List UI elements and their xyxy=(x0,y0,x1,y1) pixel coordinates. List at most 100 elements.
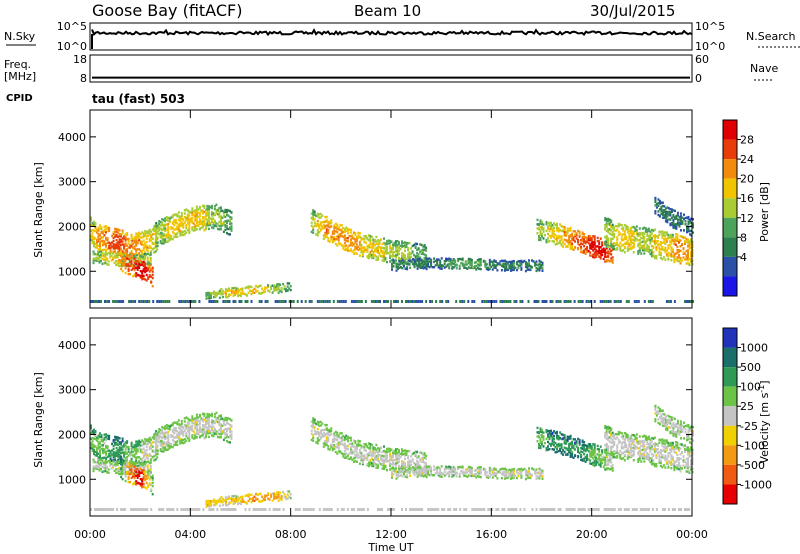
echo-mark xyxy=(205,500,208,503)
echo-mark xyxy=(129,272,132,276)
echo-mark xyxy=(103,456,106,459)
echo-mark xyxy=(151,441,154,444)
echo-mark xyxy=(644,247,647,250)
echo-mark xyxy=(118,245,121,248)
echo-mark xyxy=(230,225,233,228)
echo-mark xyxy=(120,252,123,255)
echo-mark xyxy=(164,446,167,449)
echo-mark xyxy=(416,456,419,460)
echo-mark xyxy=(339,235,342,238)
echo-mark xyxy=(161,240,164,243)
echo-mark xyxy=(151,273,154,276)
echo-mark xyxy=(115,443,118,446)
echo-mark xyxy=(142,255,145,259)
echo-mark xyxy=(352,231,355,234)
echo-mark xyxy=(360,444,363,448)
echo-mark xyxy=(100,300,102,303)
echo-mark xyxy=(439,300,442,303)
echo-mark xyxy=(369,246,372,249)
echo-mark xyxy=(109,450,112,453)
echo-mark xyxy=(226,288,229,291)
echo-mark xyxy=(520,263,523,266)
echo-mark xyxy=(538,262,541,265)
echo-mark xyxy=(99,246,101,249)
echo-mark xyxy=(96,243,98,246)
echo-mark xyxy=(158,226,161,229)
echo-mark xyxy=(142,268,145,271)
echo-mark xyxy=(148,441,151,444)
echo-mark xyxy=(560,225,563,228)
echo-mark xyxy=(218,220,221,224)
echo-mark xyxy=(655,235,658,238)
echo-mark xyxy=(667,254,670,257)
echo-mark xyxy=(313,421,316,425)
echo-mark xyxy=(655,202,658,206)
echo-mark xyxy=(135,452,138,455)
echo-mark xyxy=(473,261,476,264)
echo-mark xyxy=(252,291,254,294)
echo-mark xyxy=(657,204,660,208)
echo-mark xyxy=(571,242,574,245)
echo-mark xyxy=(97,464,99,468)
echo-mark xyxy=(114,435,117,439)
echo-mark xyxy=(434,264,437,267)
echo-mark xyxy=(214,291,217,294)
echo-mark xyxy=(650,232,653,235)
echo-mark xyxy=(185,424,188,427)
echo-mark xyxy=(177,419,180,422)
echo-mark xyxy=(141,276,144,279)
echo-mark xyxy=(91,443,94,446)
echo-mark xyxy=(640,236,643,240)
echo-mark xyxy=(116,260,119,263)
echo-mark xyxy=(687,223,690,226)
echo-mark xyxy=(280,495,283,498)
echo-mark xyxy=(237,287,239,291)
echo-mark xyxy=(138,231,141,234)
echo-mark xyxy=(106,229,109,232)
echo-mark xyxy=(280,496,283,499)
echo-mark xyxy=(247,499,250,503)
echo-mark xyxy=(253,287,256,290)
echo-mark xyxy=(112,454,115,457)
echo-mark xyxy=(423,256,426,260)
echo-mark xyxy=(583,249,586,252)
echo-mark xyxy=(676,221,679,224)
echo-mark xyxy=(105,435,107,439)
echo-mark xyxy=(336,237,339,241)
echo-mark xyxy=(102,243,104,247)
echo-mark xyxy=(325,423,328,427)
echo-mark xyxy=(369,454,372,457)
echo-mark xyxy=(186,215,189,218)
echo-mark xyxy=(210,220,213,224)
echo-mark xyxy=(680,220,682,223)
echo-mark xyxy=(208,501,211,504)
echo-mark xyxy=(195,436,198,439)
echo-mark xyxy=(446,258,449,261)
nave-tick-low: 0 xyxy=(695,72,702,85)
echo-mark xyxy=(375,463,378,466)
echo-mark xyxy=(139,467,142,470)
echo-mark xyxy=(126,237,129,241)
echo-mark xyxy=(647,247,650,251)
echo-mark xyxy=(372,452,375,455)
echo-mark xyxy=(493,266,496,269)
echo-mark xyxy=(686,230,688,234)
echo-mark xyxy=(389,458,391,461)
echo-mark xyxy=(115,450,118,453)
echo-mark xyxy=(417,247,420,250)
echo-mark xyxy=(96,231,98,234)
echo-mark xyxy=(171,423,174,427)
echo-mark xyxy=(380,247,382,251)
echo-mark xyxy=(389,455,391,458)
echo-mark xyxy=(117,458,120,462)
echo-mark xyxy=(684,242,686,246)
echo-mark xyxy=(142,263,145,266)
echo-mark xyxy=(499,263,502,266)
echo-mark xyxy=(644,230,647,233)
echo-mark xyxy=(631,230,634,233)
echo-mark xyxy=(222,438,225,441)
echo-mark xyxy=(208,499,211,503)
echo-mark xyxy=(153,232,156,236)
echo-mark xyxy=(180,438,183,442)
